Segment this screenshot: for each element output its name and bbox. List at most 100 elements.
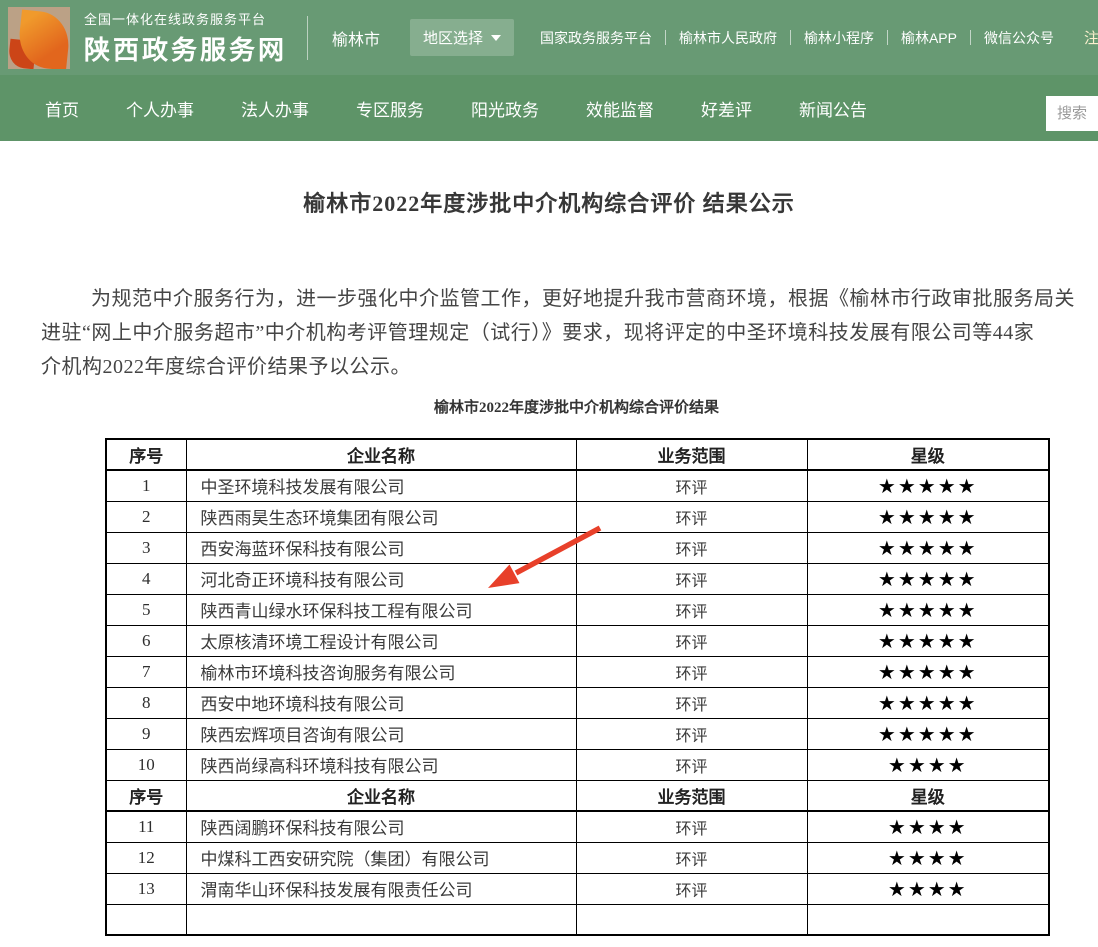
table-row: 8 西安中地环境科技有限公司 环评 ★★★★★ — [105, 686, 1050, 719]
table-row-clipped — [105, 903, 1050, 936]
top-link[interactable]: 榆林市人民政府 — [678, 29, 777, 46]
table-caption: 榆林市2022年度涉批中介机构综合评价结果 — [433, 400, 719, 416]
cell-star-rating: ★★★★★ — [806, 717, 1050, 750]
column-header: 企业名称 — [185, 779, 577, 812]
top-link[interactable]: 榆林APP — [900, 29, 957, 46]
cell-business-scope: 环评 — [575, 531, 808, 564]
header-divider — [307, 15, 309, 60]
cell-company-name: 河北奇正环境科技有限公司 — [185, 562, 577, 595]
evaluation-table-body: 序号 企业名称 业务范围 星级 1 中圣环境科技发展有限公司 环评 ★★★★★ 2 陕西雨昊生态环… — [105, 438, 1050, 936]
top-link[interactable]: 国家政务服务平台 — [539, 29, 652, 46]
table-row: 5 陕西青山绿水环保科技工程有限公司 环评 ★★★★★ — [105, 593, 1050, 626]
column-header: 星级 — [806, 438, 1050, 471]
cell-business-scope: 环评 — [575, 686, 808, 719]
cell-index: 12 — [105, 841, 187, 874]
nav-item[interactable]: 个人办事 — [126, 100, 194, 120]
cell-business-scope: 环评 — [575, 593, 808, 626]
cell-star-rating: ★★★★★ — [806, 500, 1050, 533]
table-header-row: 序号 企业名称 业务范围 星级 — [105, 779, 1050, 812]
cell-business-scope: 环评 — [575, 469, 808, 502]
nav-item[interactable]: 效能监督 — [586, 100, 654, 120]
search-input[interactable] — [1046, 96, 1098, 131]
cell-company-name: 陕西阔鹏环保科技有限公司 — [185, 810, 577, 843]
table-cell — [806, 903, 1050, 936]
platform-tagline: 全国一体化在线政务服务平台 — [84, 11, 267, 27]
table-cell — [105, 903, 187, 936]
evaluation-table: 序号 企业名称 业务范围 星级 1 中圣环境科技发展有限公司 环评 ★★★★★ 2 陕西雨昊生态环… — [105, 438, 1050, 936]
cell-index: 5 — [105, 593, 187, 626]
table-row: 13 渭南华山环保科技发展有限责任公司 环评 ★★★★ — [105, 872, 1050, 905]
article-content: 榆林市2022年度涉批中介机构综合评价 结果公示 为规范中介服务行为，进一步强化… — [0, 186, 1098, 936]
cell-company-name: 陕西尚绿高科环境科技有限公司 — [185, 748, 577, 781]
paragraph-line: 进驻“网上中介服务超市”中介机构考评管理规定（试行）》要求，现将评定的中圣环境科… — [41, 322, 1035, 344]
cell-company-name: 陕西青山绿水环保科技工程有限公司 — [185, 593, 577, 626]
table-row: 11 陕西阔鹏环保科技有限公司 环评 ★★★★ — [105, 810, 1050, 843]
register-link[interactable]: 注册 — [1083, 30, 1098, 47]
cell-star-rating: ★★★★ — [806, 748, 1050, 781]
column-header: 企业名称 — [185, 438, 577, 471]
cell-company-name: 西安海蓝环保科技有限公司 — [185, 531, 577, 564]
table-row: 2 陕西雨昊生态环境集团有限公司 环评 ★★★★★ — [105, 500, 1050, 533]
cell-index: 1 — [105, 469, 187, 502]
main-nav: 首页 个人办事 法人办事 专区服务 阳光政务 效能监督 好差评 新闻公告 — [0, 75, 1098, 141]
nav-item[interactable]: 新闻公告 — [799, 100, 867, 120]
table-row: 6 太原核清环境工程设计有限公司 环评 ★★★★★ — [105, 624, 1050, 657]
cell-index: 11 — [105, 810, 187, 843]
table-row: 4 河北奇正环境科技有限公司 环评 ★★★★★ — [105, 562, 1050, 595]
table-cell — [575, 903, 808, 936]
region-selector-label: 地区选择 — [423, 30, 484, 47]
page-title: 榆林市2022年度涉批中介机构综合评价 结果公示 — [303, 191, 795, 216]
table-row: 9 陕西宏辉项目咨询有限公司 环评 ★★★★★ — [105, 717, 1050, 750]
cell-index: 2 — [105, 500, 187, 533]
table-row: 1 中圣环境科技发展有限公司 环评 ★★★★★ — [105, 469, 1050, 502]
cell-business-scope: 环评 — [575, 748, 808, 781]
nav-item[interactable]: 法人办事 — [241, 100, 309, 120]
cell-star-rating: ★★★★★ — [806, 624, 1050, 657]
cell-star-rating: ★★★★★ — [806, 469, 1050, 502]
table-row: 10 陕西尚绿高科环境科技有限公司 环评 ★★★★ — [105, 748, 1050, 781]
nav-item[interactable]: 好差评 — [701, 100, 752, 120]
table-cell — [185, 903, 577, 936]
top-link-separator — [969, 30, 971, 45]
site-title: 陕西政务服务网 — [84, 34, 288, 65]
chevron-down-icon — [491, 34, 502, 41]
nav-item[interactable]: 首页 — [45, 100, 79, 120]
cell-business-scope: 环评 — [575, 717, 808, 750]
cell-index: 3 — [105, 531, 187, 564]
announcement-paragraph: 为规范中介服务行为，进一步强化中介监管工作，更好地提升我市营商环境，根据《榆林市… — [41, 282, 1098, 384]
cell-star-rating: ★★★★★ — [806, 655, 1050, 688]
table-header-row: 序号 企业名称 业务范围 星级 — [105, 438, 1050, 471]
top-link-separator — [664, 30, 666, 45]
cell-star-rating: ★★★★★ — [806, 686, 1050, 719]
site-logo-icon[interactable] — [8, 6, 70, 69]
table-row: 12 中煤科工西安研究院（集团）有限公司 环评 ★★★★ — [105, 841, 1050, 874]
cell-business-scope: 环评 — [575, 624, 808, 657]
top-link[interactable]: 榆林小程序 — [803, 29, 874, 46]
nav-item[interactable]: 专区服务 — [356, 100, 424, 120]
cell-star-rating: ★★★★★ — [806, 593, 1050, 626]
cell-business-scope: 环评 — [575, 841, 808, 874]
top-link[interactable]: 微信公众号 — [983, 29, 1054, 46]
region-selector-button[interactable]: 地区选择 — [410, 19, 515, 56]
top-link-separator — [789, 30, 791, 45]
cell-company-name: 陕西宏辉项目咨询有限公司 — [185, 717, 577, 750]
cell-index: 4 — [105, 562, 187, 595]
current-city-label: 榆林市 — [332, 31, 381, 49]
paragraph-line: 介机构2022年度综合评价结果予以公示。 — [41, 356, 411, 378]
brand-block: 全国一体化在线政务服务平台 陕西政务服务网 — [84, 9, 287, 67]
cell-index: 7 — [105, 655, 187, 688]
cell-business-scope: 环评 — [575, 562, 808, 595]
column-header: 星级 — [806, 779, 1050, 812]
top-links: 国家政务服务平台 榆林市人民政府 榆林小程序 榆林APP 微信公众号 — [540, 28, 1054, 48]
cell-star-rating: ★★★★ — [806, 841, 1050, 874]
cell-star-rating: ★★★★★ — [806, 562, 1050, 595]
cell-business-scope: 环评 — [575, 872, 808, 905]
cell-business-scope: 环评 — [575, 810, 808, 843]
cell-company-name: 渭南华山环保科技发展有限责任公司 — [185, 872, 577, 905]
cell-index: 9 — [105, 717, 187, 750]
cell-business-scope: 环评 — [575, 655, 808, 688]
cell-company-name: 中煤科工西安研究院（集团）有限公司 — [185, 841, 577, 874]
table-row: 7 榆林市环境科技咨询服务有限公司 环评 ★★★★★ — [105, 655, 1050, 688]
top-header: 全国一体化在线政务服务平台 陕西政务服务网 榆林市 地区选择 国家政务服务平台 榆… — [0, 0, 1098, 75]
nav-item[interactable]: 阳光政务 — [471, 100, 539, 120]
